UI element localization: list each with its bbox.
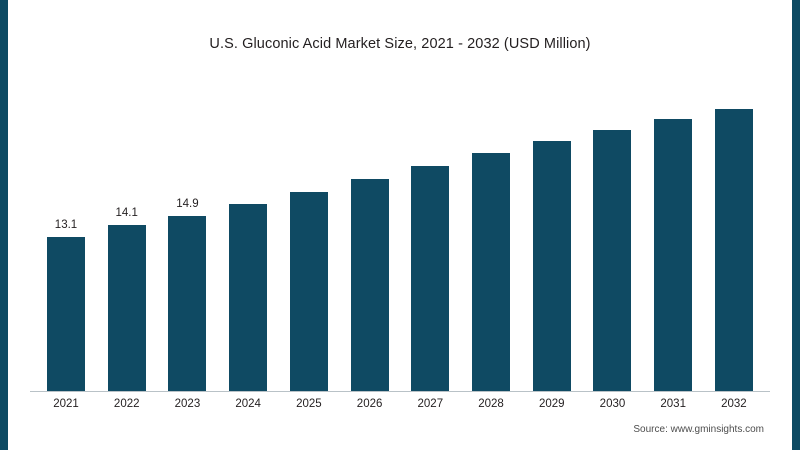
bar-rect bbox=[593, 130, 632, 392]
bar-rect bbox=[47, 237, 85, 392]
source-note: Source: www.gminsights.com bbox=[633, 424, 764, 435]
x-axis-tick-label: 2023 bbox=[174, 398, 201, 410]
bar-rect bbox=[229, 204, 268, 392]
bar-series: 13.114.114.9000000000 bbox=[30, 86, 770, 392]
left-edge-bar bbox=[0, 0, 8, 450]
x-axis-line bbox=[30, 391, 770, 392]
x-axis-tick-label: 2026 bbox=[356, 398, 383, 410]
chart-title: U.S. Gluconic Acid Market Size, 2021 - 2… bbox=[209, 36, 591, 52]
bar-item: 0 bbox=[404, 86, 456, 392]
x-axis-tick-label: 2025 bbox=[296, 398, 322, 410]
bar-item: 0 bbox=[647, 86, 699, 392]
bar-item: 0 bbox=[283, 86, 335, 392]
chart-container: U.S. Gluconic Acid Market Size, 2021 - 2… bbox=[8, 0, 792, 450]
x-axis-tick-label: 2021 bbox=[53, 398, 79, 410]
bar-rect bbox=[472, 153, 511, 392]
x-axis-tick-label: 2027 bbox=[417, 398, 444, 410]
bar-item: 14.9 bbox=[161, 86, 213, 392]
x-axis-tick-label: 2024 bbox=[235, 398, 261, 410]
x-axis-tick-label: 2031 bbox=[660, 398, 686, 410]
bar-item: 14.1 bbox=[101, 86, 153, 392]
bar-item: 0 bbox=[465, 86, 517, 392]
bar-value-label: 14.9 bbox=[176, 198, 199, 210]
bar-item: 0 bbox=[708, 86, 760, 392]
x-axis-tick-label: 2028 bbox=[478, 398, 504, 410]
bar-item: 0 bbox=[526, 86, 578, 392]
x-axis-tick-label: 2030 bbox=[599, 398, 626, 410]
bar-value-label: 14.1 bbox=[115, 207, 138, 219]
bar-item: 0 bbox=[586, 86, 638, 392]
plot-area: 13.114.114.9000000000 bbox=[30, 86, 770, 392]
bar-rect bbox=[289, 192, 328, 392]
x-axis-tick-label: 2029 bbox=[538, 398, 565, 410]
x-axis-tick-labels: 2021 2022 2023 2024 2025 2026 2027 2028 2029 2030… bbox=[30, 398, 770, 410]
bar-rect bbox=[107, 225, 146, 392]
bar-rect bbox=[532, 141, 571, 392]
x-axis-tick-label: 2032 bbox=[721, 398, 747, 410]
bar-rect bbox=[168, 216, 207, 392]
bar-item: 0 bbox=[344, 86, 396, 392]
bar-rect bbox=[654, 119, 693, 392]
right-edge-bar bbox=[792, 0, 800, 450]
bar-rect bbox=[350, 179, 389, 392]
bar-item: 13.1 bbox=[40, 86, 92, 392]
bar-rect bbox=[714, 109, 753, 392]
x-axis-tick-label: 2022 bbox=[113, 398, 140, 410]
bar-item: 0 bbox=[222, 86, 274, 392]
bar-value-label: 13.1 bbox=[54, 219, 78, 231]
bar-rect bbox=[411, 166, 450, 392]
